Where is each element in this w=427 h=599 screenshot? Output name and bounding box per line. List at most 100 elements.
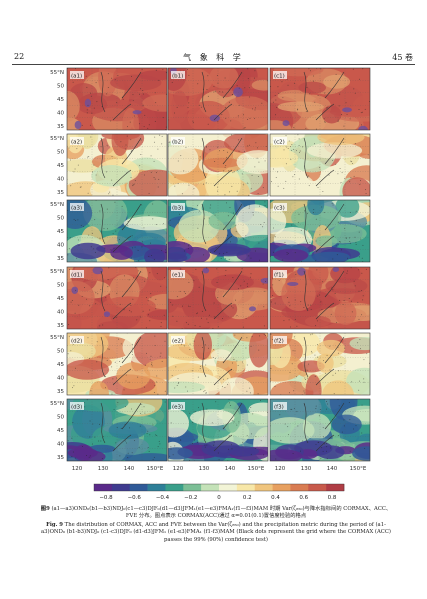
caption-english: Fig. 9 The distribution of CORMAX, ACC a… <box>36 522 396 544</box>
colorbar-tick-label: 0.8 <box>328 495 337 501</box>
latitude-label: 45 <box>57 296 64 302</box>
panel-label-bg <box>70 336 84 344</box>
longitude-label: 120 <box>275 466 286 472</box>
caption-chinese: 图9 (a1—a3)OND₀(b1—b3)NDJ₀(c1—c3)DJF₀(d1—… <box>36 506 396 521</box>
latitude-label: 45 <box>57 428 64 434</box>
map-panel: (a2) <box>66 133 168 197</box>
map-frame <box>167 266 269 330</box>
latitude-label: 55°N <box>50 70 64 76</box>
field-shading <box>67 134 167 196</box>
map-frame <box>269 199 371 263</box>
latitude-label: 55°N <box>50 202 64 208</box>
map-frame <box>269 332 371 396</box>
colorbar-segment <box>129 484 148 491</box>
field-shading <box>168 68 268 130</box>
map-frame <box>66 398 168 462</box>
map-panel: (c3) <box>269 199 371 263</box>
colorbar-segment <box>147 484 166 491</box>
latitude-label: 45 <box>57 97 64 103</box>
panel-label-bg <box>273 270 287 278</box>
longitude-label: 120 <box>72 466 83 472</box>
volume-label: 45 卷 <box>392 53 413 62</box>
field-shading <box>168 399 268 461</box>
map-panel: (d2) <box>66 332 168 396</box>
map-panel: (e3) <box>167 398 269 462</box>
map-frame <box>167 398 269 462</box>
latitude-label: 55°N <box>50 136 64 142</box>
panel-label: (f3) <box>274 405 284 411</box>
latitude-label: 35 <box>57 389 64 395</box>
panel-label: (a1) <box>71 74 82 80</box>
latitude-label: 40 <box>57 243 64 249</box>
colorbar-tick-label: −0.6 <box>128 495 142 501</box>
field-shading <box>67 68 167 130</box>
colorbar-segment <box>111 484 131 491</box>
caption-cn-label: 图9 <box>40 506 50 512</box>
latitude-label: 50 <box>57 216 64 222</box>
longitude-label: 130 <box>98 466 109 472</box>
map-panel: (c2) <box>269 133 371 197</box>
panel-label: (f2) <box>274 339 284 345</box>
field-shading <box>168 200 268 262</box>
colorbar-segment <box>219 484 238 491</box>
panel-label-bg <box>273 137 287 145</box>
latitude-label: 40 <box>57 310 64 316</box>
latitude-label: 50 <box>57 349 64 355</box>
latitude-label: 55°N <box>50 335 64 341</box>
longitude-label: 140 <box>327 466 338 472</box>
panel-label-bg <box>70 137 84 145</box>
latitude-label: 40 <box>57 111 64 117</box>
map-frame <box>66 266 168 330</box>
field-shading <box>270 68 370 130</box>
longitude-label: 120 <box>173 466 184 472</box>
map-panel: (a1) <box>66 67 168 131</box>
map-frame <box>269 398 371 462</box>
colorbar-segment <box>165 484 184 491</box>
map-panel: (b2) <box>167 133 269 197</box>
map-panel: (e1) <box>167 266 269 330</box>
colorbar-frame <box>93 483 345 492</box>
map-frame <box>269 133 371 197</box>
colorbar-tick-label: 0.4 <box>271 495 280 501</box>
latitude-label: 50 <box>57 283 64 289</box>
colorbar-tick-label: 0.6 <box>299 495 308 501</box>
latitude-label: 50 <box>57 415 64 421</box>
map-panel: (a3) <box>66 199 168 263</box>
field-shading <box>67 333 167 395</box>
field-shading <box>67 267 167 329</box>
colorbar-segment <box>272 484 291 491</box>
map-frame <box>66 67 168 131</box>
panel-label: (d2) <box>71 339 82 345</box>
panel-label: (b1) <box>172 74 183 80</box>
panel-label: (a3) <box>71 206 82 212</box>
longitude-label: 140 <box>225 466 236 472</box>
header-rule <box>12 64 415 65</box>
map-frame <box>167 67 269 131</box>
latitude-label: 55°N <box>50 269 64 275</box>
map-panel: (f2) <box>269 332 371 396</box>
latitude-label: 35 <box>57 323 64 329</box>
map-panel: (b1) <box>167 67 269 131</box>
latitude-label: 40 <box>57 442 64 448</box>
panel-label: (a2) <box>71 140 82 146</box>
latitude-label: 45 <box>57 362 64 368</box>
map-panel: (b3) <box>167 199 269 263</box>
field-shading <box>270 333 370 395</box>
page-number: 22 <box>14 52 25 61</box>
colorbar-tick-label: −0.8 <box>99 495 113 501</box>
panel-label-bg <box>171 71 185 79</box>
panel-label-bg <box>273 71 287 79</box>
colorbar-tick-label: 0 <box>217 495 221 501</box>
colorbar-segment <box>236 484 256 491</box>
field-shading <box>270 399 370 461</box>
latitude-label: 45 <box>57 163 64 169</box>
panel-label: (b3) <box>172 206 183 212</box>
colorbar-segment <box>290 484 309 491</box>
panel-label-bg <box>273 402 287 410</box>
latitude-label: 35 <box>57 124 64 130</box>
map-panel: (c1) <box>269 67 371 131</box>
colorbar-tick-label: −0.4 <box>156 495 170 501</box>
field-shading <box>270 134 370 196</box>
latitude-label: 45 <box>57 229 64 235</box>
colorbar-tick-label: 0.2 <box>243 495 252 501</box>
